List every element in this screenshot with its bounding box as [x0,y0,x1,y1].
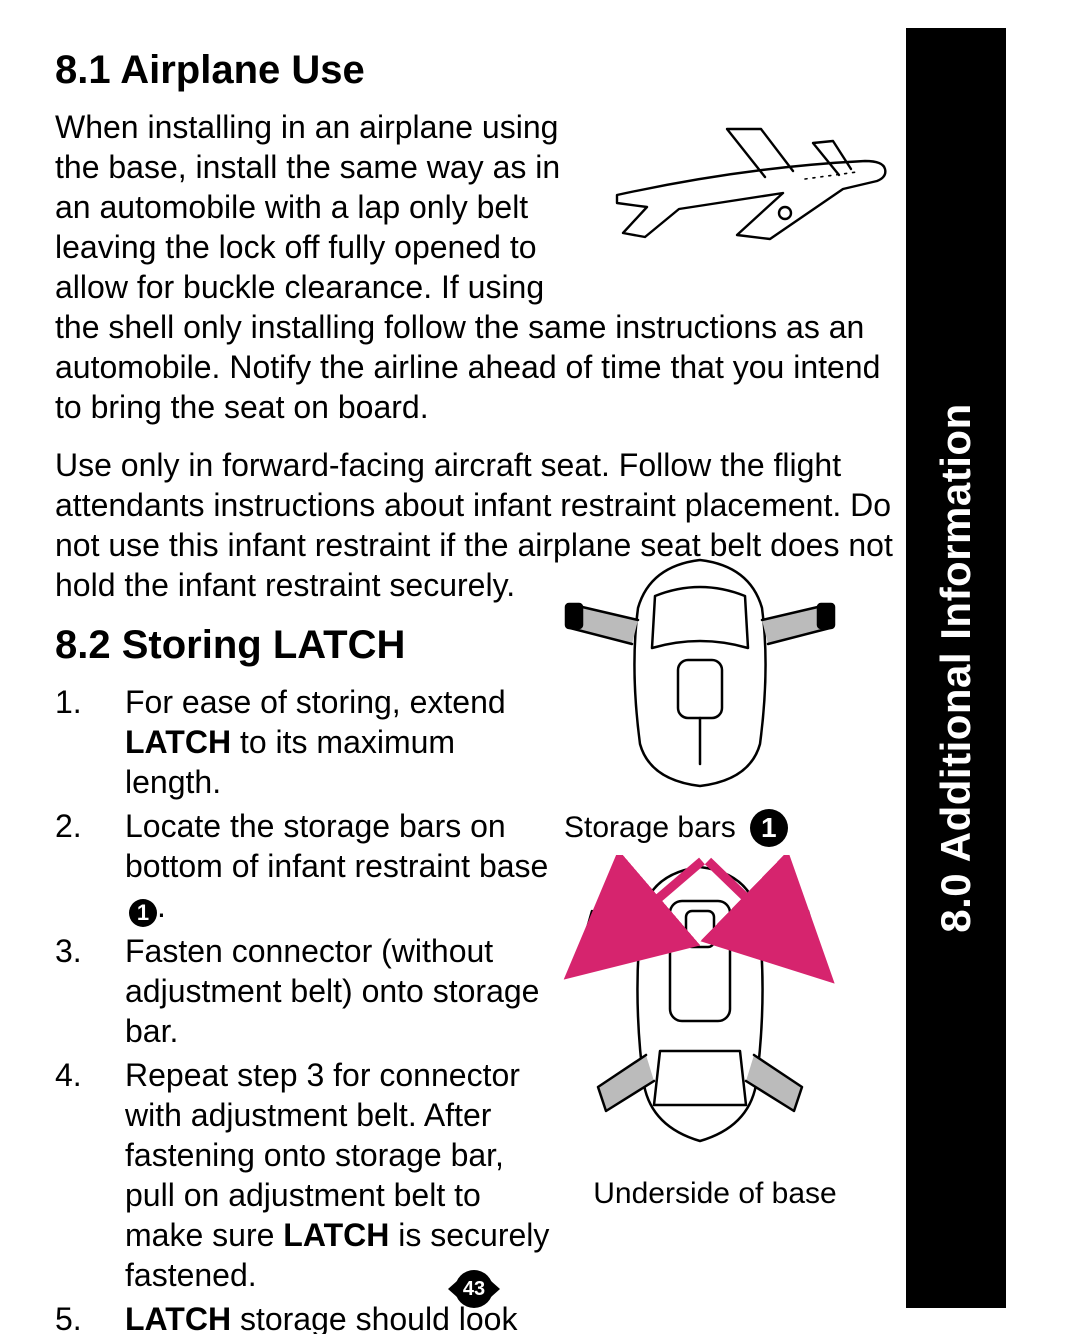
figure-column: Storage bars 1 [560,548,870,1211]
text-run: Fasten connector (without adjustment bel… [125,933,539,1049]
carseat-base-illustration [560,548,840,798]
text-bold: LATCH [125,1301,231,1334]
airplane-icon [595,107,895,252]
page-number: 43 [455,1270,495,1310]
step-number: 3. [55,931,125,1051]
list-item: 2. Locate the storage bars on bottom of … [55,806,550,927]
step-number: 4. [55,1055,125,1295]
manual-page: 8.0 Additional Information 8.1 Airplane … [0,0,1080,1334]
step-number: 1. [55,682,125,802]
step-text: For ease of storing, extend LATCH to its… [125,682,550,802]
text-run: . [157,888,166,924]
list-item: 4. Repeat step 3 for connector with adju… [55,1055,550,1295]
step-text: Fasten connector (without adjustment bel… [125,931,550,1051]
paragraph: When installing in an airplane using the… [55,107,895,427]
text-run: Locate the storage bars on bottom of inf… [125,808,548,884]
label-text: Storage bars [564,811,736,845]
underside-figure [560,855,870,1165]
step-number: 5. [55,1299,125,1334]
list-item: 3. Fasten connector (without adjustment … [55,931,550,1051]
callout-ref: 1 [750,809,788,847]
section-tab-label: 8.0 Additional Information [932,403,980,932]
list-item: 1. For ease of storing, extend LATCH to … [55,682,550,802]
heading-airplane-use: 8.1 Airplane Use [55,48,895,93]
section-tab-sidebar: 8.0 Additional Information [906,28,1006,1308]
page-number-badge: 43 [455,1270,493,1308]
underside-illustration [560,855,840,1160]
figure-label-storage-bars: Storage bars 1 [564,809,870,847]
text-bold: LATCH [125,724,231,760]
step-text: Repeat step 3 for connector with adjustm… [125,1055,550,1295]
text-run: For ease of storing, extend [125,684,506,720]
step-number: 2. [55,806,125,927]
text-bold: LATCH [283,1217,389,1253]
airplane-illustration [595,107,895,261]
figure-label-underside: Underside of base [560,1177,870,1211]
ordered-steps: 1. For ease of storing, extend LATCH to … [55,682,550,1334]
callout-ref: 1 [129,899,157,927]
step-text: Locate the storage bars on bottom of inf… [125,806,550,927]
